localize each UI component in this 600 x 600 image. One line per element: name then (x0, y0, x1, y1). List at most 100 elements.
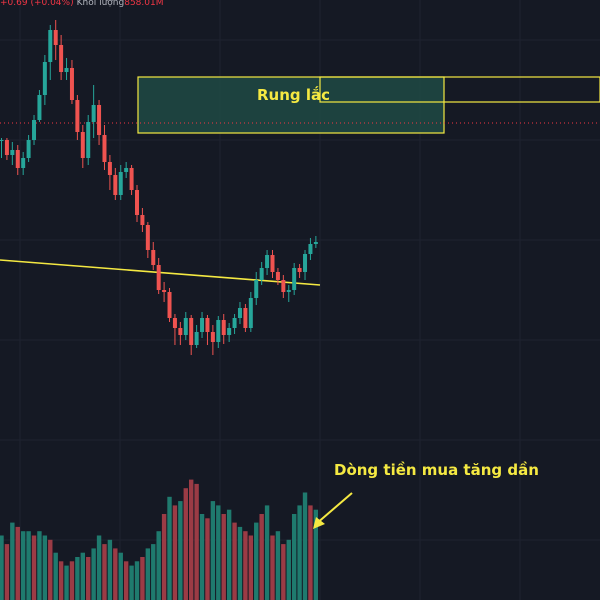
volume-bar (118, 552, 123, 600)
candle-body (140, 215, 145, 225)
candle-body (162, 290, 167, 292)
volume-bar (37, 531, 42, 600)
volume-bar (80, 552, 85, 600)
volume-bar (254, 522, 259, 600)
volume-bar (291, 514, 297, 600)
volume-bar (145, 548, 151, 600)
candle-body (53, 30, 58, 45)
candle-body (194, 332, 199, 345)
volume-bar (210, 501, 216, 600)
candle-body (97, 105, 102, 135)
candle-body (286, 290, 291, 292)
range-annotation: Rung lắc (257, 86, 331, 104)
volume-bar (248, 535, 254, 600)
volume-bar (286, 539, 291, 600)
volume-bar (270, 535, 275, 600)
candle-body (308, 244, 313, 254)
candle-body (227, 328, 232, 335)
volume-bar (232, 522, 237, 600)
candle-body (10, 150, 15, 155)
volume-bar (205, 518, 210, 600)
candle-body (297, 268, 302, 272)
candle-body (265, 255, 270, 268)
chart-header: +0.69 (+0.04%) Khối lượng858.01M (0, 0, 166, 10)
candle-body (86, 122, 91, 158)
candle-body (259, 268, 264, 280)
volume-bar (302, 492, 308, 600)
candle-body (32, 120, 37, 140)
volume-bar (75, 557, 80, 600)
candle-body (254, 280, 259, 298)
volume-bar (48, 539, 53, 600)
volume-bar (53, 552, 58, 600)
volume-bar (297, 505, 302, 600)
volume-bar (281, 544, 286, 600)
volume-bar (15, 526, 20, 600)
candlestick-series (0, 20, 318, 355)
candle-body (26, 140, 31, 158)
candle-body (0, 140, 4, 141)
volume-bar (0, 535, 4, 600)
candle-body (156, 265, 161, 290)
candle-body (15, 150, 20, 168)
candle-body (167, 292, 172, 318)
volume-bar (172, 505, 178, 600)
volume-bar (243, 531, 248, 600)
candle-body (80, 132, 85, 158)
candle-body (42, 62, 47, 95)
candle-body (183, 318, 188, 335)
volume-bar (91, 548, 96, 600)
volume-bar (31, 535, 37, 600)
volume-bar (123, 561, 129, 600)
candle-body (4, 140, 9, 155)
candle-body (172, 318, 177, 328)
candle-body (145, 225, 150, 250)
candle-body (270, 255, 275, 272)
volume-bar (20, 531, 26, 600)
volume-bar (58, 561, 64, 600)
candle-body (216, 320, 221, 342)
candle-body (69, 68, 74, 100)
volume-bar (4, 544, 10, 600)
candle-body (135, 190, 139, 215)
candle-body (21, 158, 26, 168)
candle-body (37, 95, 42, 120)
candle-body (178, 328, 183, 335)
volume-bar (189, 479, 194, 600)
volume-label: Khối lượng (76, 0, 125, 8)
candle-body (205, 318, 210, 332)
volume-bar (129, 565, 134, 600)
candle-body (151, 250, 156, 265)
volume-bar (275, 531, 281, 600)
candle-body (91, 105, 96, 122)
candle-body (107, 162, 112, 175)
candle-body (248, 298, 253, 328)
volume-bar (64, 565, 69, 600)
volume-bar (86, 557, 91, 600)
volume-bar (10, 522, 15, 600)
volume-bar (226, 509, 232, 600)
volume-bar (264, 505, 270, 600)
candle-body (118, 172, 123, 195)
volume-bar (216, 505, 221, 600)
candle-body (292, 268, 297, 290)
volume-bar (161, 514, 167, 600)
volume-bar (183, 488, 188, 600)
volume-bar (69, 561, 75, 600)
volume-bar (237, 526, 243, 600)
range-zone-main[interactable] (137, 76, 445, 134)
candle-body (113, 175, 118, 195)
candle-body (313, 242, 318, 244)
volume-bar (96, 535, 102, 600)
volume-bar (313, 509, 319, 600)
volume-bar (194, 483, 199, 600)
volume-bar (259, 514, 264, 600)
price-change: +0.69 (+0.04%) (0, 0, 74, 8)
candle-body (189, 318, 194, 345)
volume-bar (151, 544, 156, 600)
volume-bar (221, 514, 226, 600)
candle-body (243, 308, 248, 328)
candle-body (124, 168, 129, 172)
range-zone-extension[interactable] (319, 76, 600, 103)
